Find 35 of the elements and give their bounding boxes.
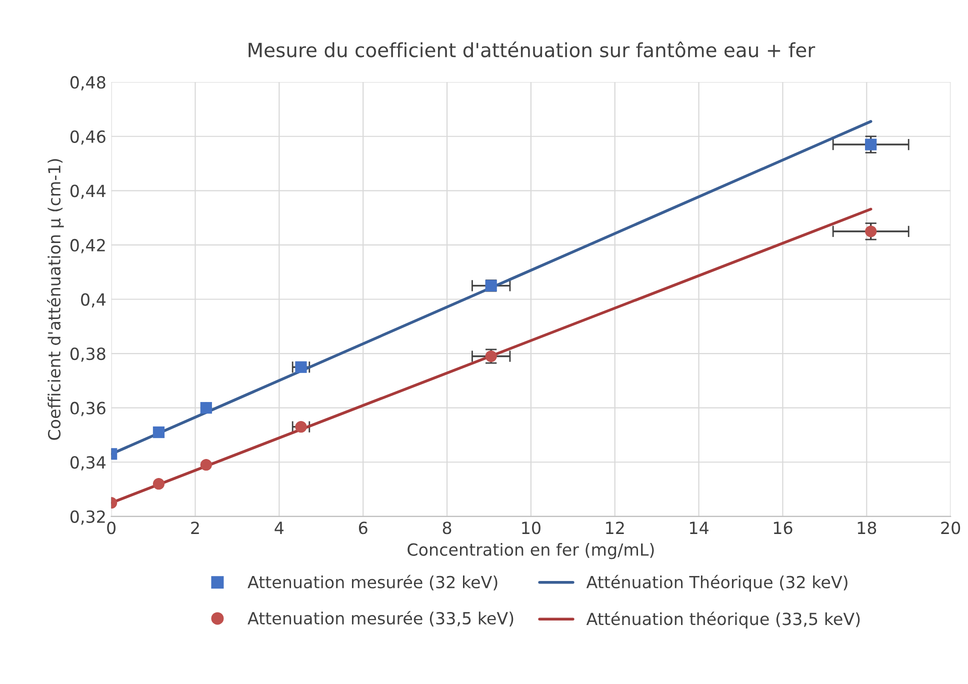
x-tick-label: 10 <box>522 522 540 534</box>
x-tick-label: 18 <box>858 522 876 534</box>
y-tick-label: 0,44 <box>70 184 106 199</box>
y-tick-label: 0,36 <box>70 402 106 416</box>
point <box>865 138 877 150</box>
y-tick-label: 0,4 <box>81 293 106 308</box>
point <box>152 426 165 438</box>
x-tick-label: 4 <box>274 522 284 534</box>
x-tick-label: 14 <box>690 522 708 534</box>
x-tick-label: 8 <box>442 522 452 534</box>
x-tick-label: 12 <box>606 522 624 534</box>
y-axis-title: Coefficient d'atténuation µ (cm-1) <box>46 159 64 440</box>
point <box>200 459 212 471</box>
point <box>295 361 307 373</box>
x-tick-label: 6 <box>358 522 368 534</box>
x-tick-label: 16 <box>774 522 792 534</box>
y-tick-label: 0,42 <box>70 238 105 254</box>
legend-label: Attenuation mesurée (33,5 keV) <box>248 610 514 627</box>
y-tick-label: 0,48 <box>70 76 106 90</box>
point <box>200 402 212 414</box>
point <box>865 226 877 238</box>
chart-title: Mesure du coefficient d'atténuation sur fantôme eau + fer <box>248 42 816 58</box>
point <box>295 421 307 433</box>
y-tick-label: 0,32 <box>70 510 105 525</box>
point <box>152 478 165 490</box>
x-tick-label: 0 <box>107 522 116 534</box>
x-axis-title: Concentration en fer (mg/mL) <box>408 542 654 560</box>
y-tick-label: 0,34 <box>70 456 106 470</box>
legend-label: Atténuation théorique (33,5 keV) <box>586 612 860 628</box>
y-tick-label: 0,46 <box>70 130 106 145</box>
legend-label: Atténuation Théorique (32 keV) <box>586 574 848 592</box>
y-tick-label: 0,38 <box>70 348 106 362</box>
x-tick-label: 2 <box>191 522 199 534</box>
x-tick-label: 20 <box>941 522 960 534</box>
legend-label: Attenuation mesurée (32 keV) <box>248 574 498 590</box>
